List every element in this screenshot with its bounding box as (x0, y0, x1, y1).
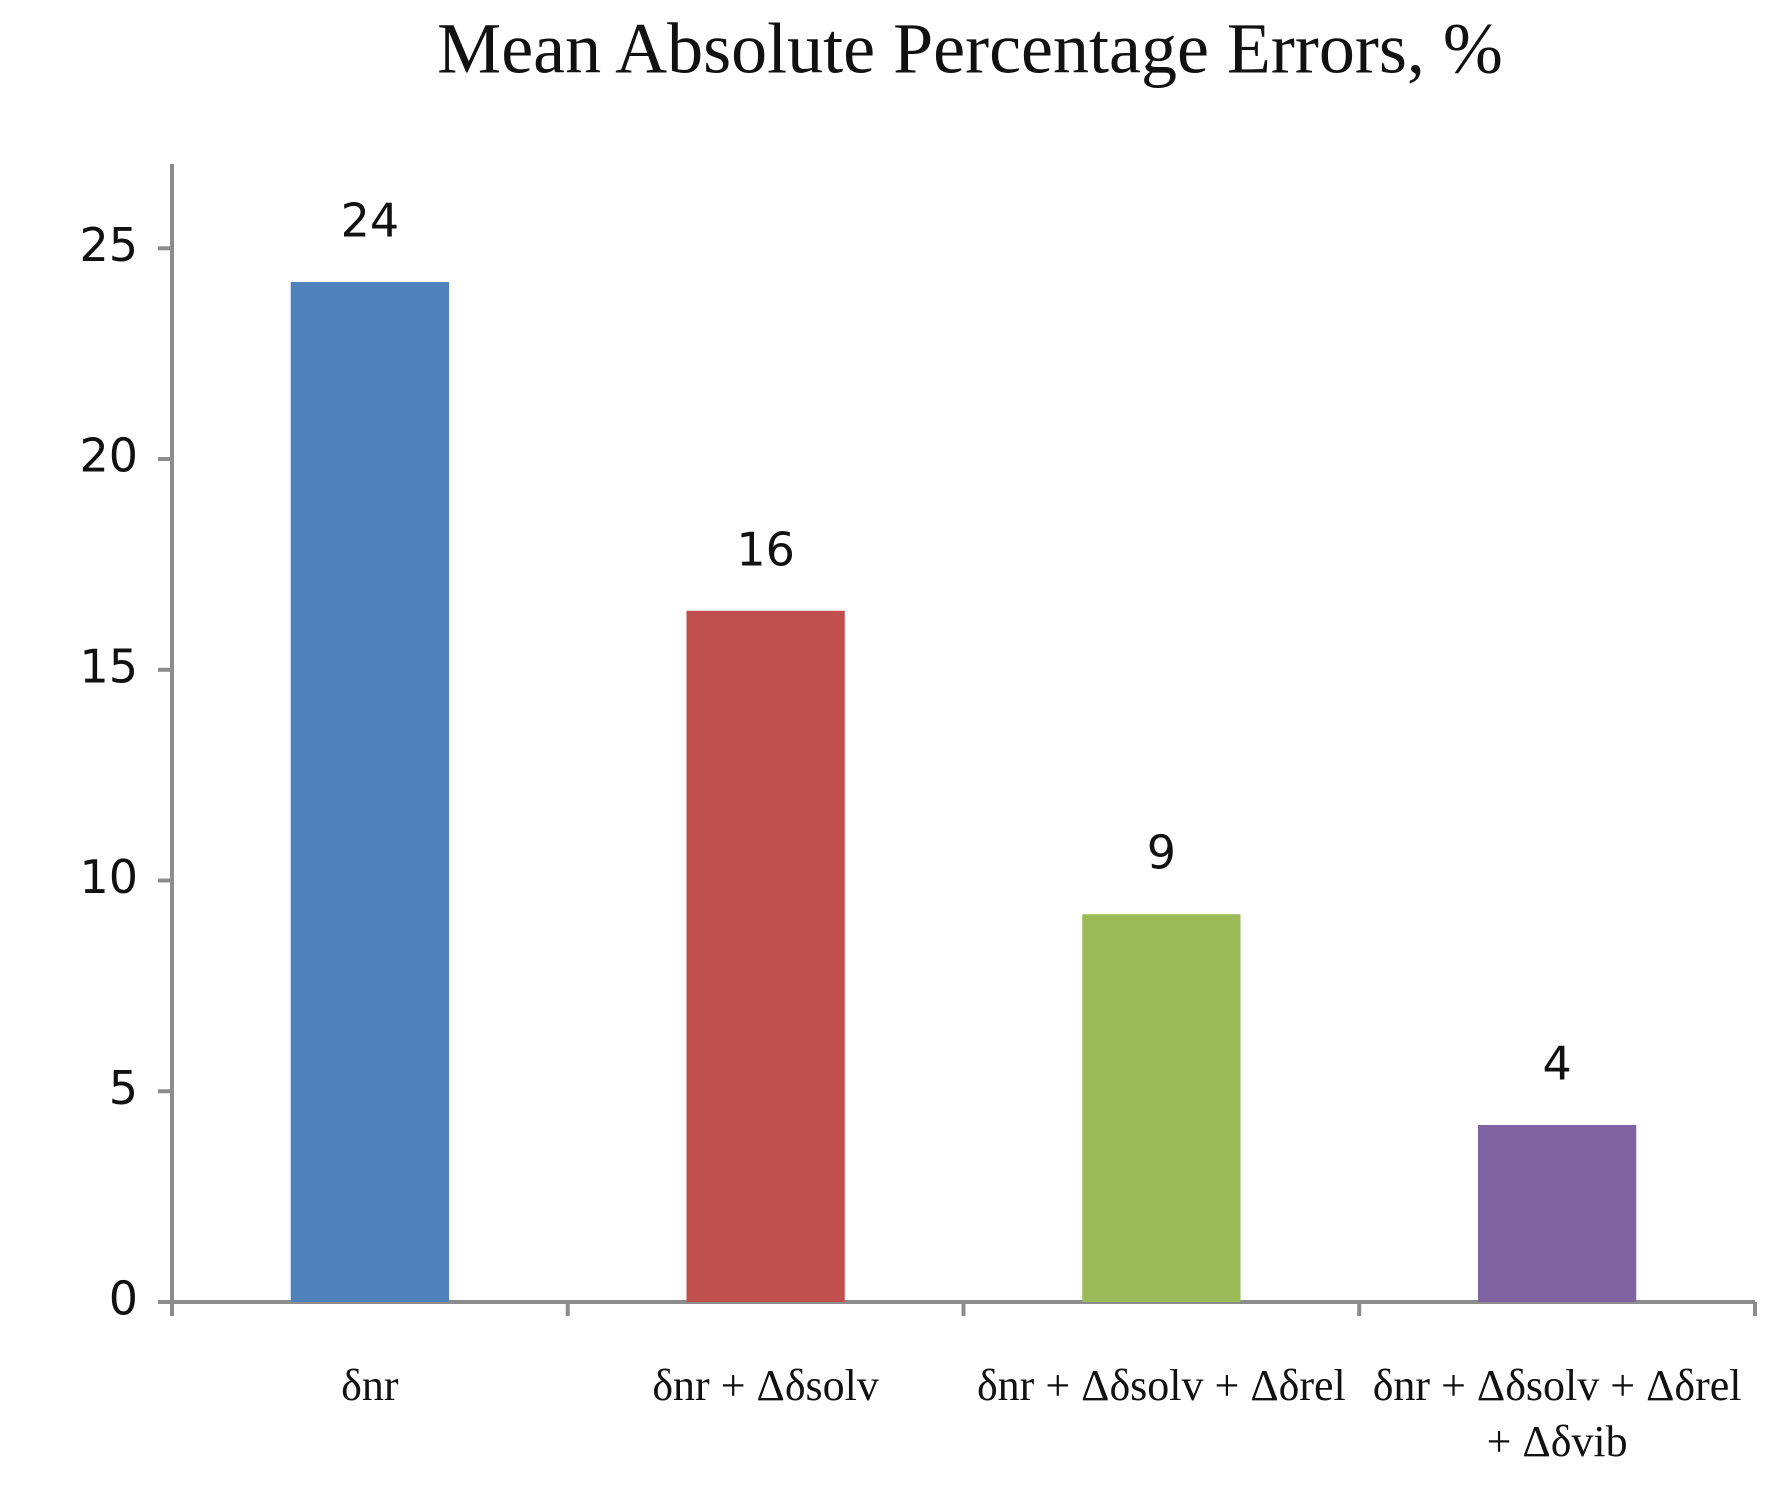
value-label: 4 (1542, 1036, 1571, 1090)
bar (1082, 914, 1241, 1302)
y-tick-label: 15 (79, 639, 138, 693)
chart-title: Mean Absolute Percentage Errors, % (437, 9, 1503, 89)
y-tick-label: 25 (79, 218, 138, 272)
x-tick-label: δnr + Δδsolv + Δδrel + Δδvib (1372, 1361, 1742, 1466)
y-tick-label: 0 (109, 1272, 138, 1326)
value-label: 24 (341, 194, 400, 248)
value-label: 9 (1147, 826, 1176, 880)
y-tick-label: 20 (79, 429, 138, 483)
bar (290, 282, 450, 1303)
y-tick-label: 10 (79, 850, 138, 904)
value-label: 16 (736, 522, 795, 576)
bar (686, 610, 845, 1302)
x-tick-label: δnr + Δδsolv (652, 1361, 879, 1410)
y-tick-label: 5 (109, 1061, 138, 1115)
x-tick-label: δnr + Δδsolv + Δδrel (976, 1361, 1346, 1410)
x-tick-label: δnr (341, 1361, 399, 1410)
bar (1477, 1124, 1637, 1302)
